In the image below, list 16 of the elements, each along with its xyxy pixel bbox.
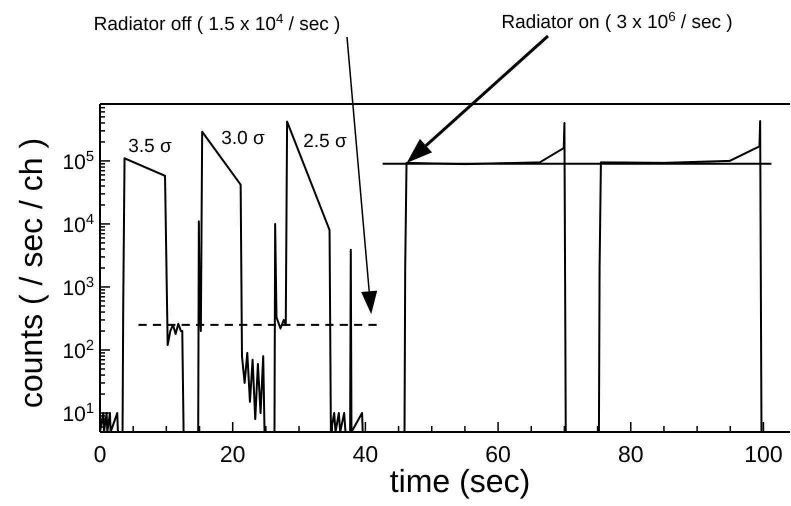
y-tick-label: 10$^{2}$ [62, 338, 94, 363]
x-tick-label: 100 [744, 441, 783, 467]
text: Radiator off ( 1.5 x 10$^{4}$ / sec ) [94, 10, 340, 35]
x-tick-label: 20 [220, 441, 246, 467]
x-tick-label: 40 [352, 441, 378, 467]
annotation: 2.5 σ [303, 131, 347, 152]
y-tick-label: 10$^{5}$ [62, 148, 94, 174]
text: Radiator on ( 3 x 10$^{6}$ / sec ) [501, 8, 733, 33]
y-tick-label: 10$^{3}$ [62, 274, 94, 300]
y-tick-label: 10$^{4}$ [62, 212, 94, 237]
annotation: 3.0 σ [221, 128, 265, 149]
x-tick-label: 80 [618, 441, 644, 467]
y-tick-label: 10$^{1}$ [62, 401, 94, 426]
annotation: 3.5 σ [128, 136, 172, 157]
y-axis-title: counts ( / sec / ch ) [13, 138, 49, 408]
x-tick-label: 0 [94, 441, 106, 467]
